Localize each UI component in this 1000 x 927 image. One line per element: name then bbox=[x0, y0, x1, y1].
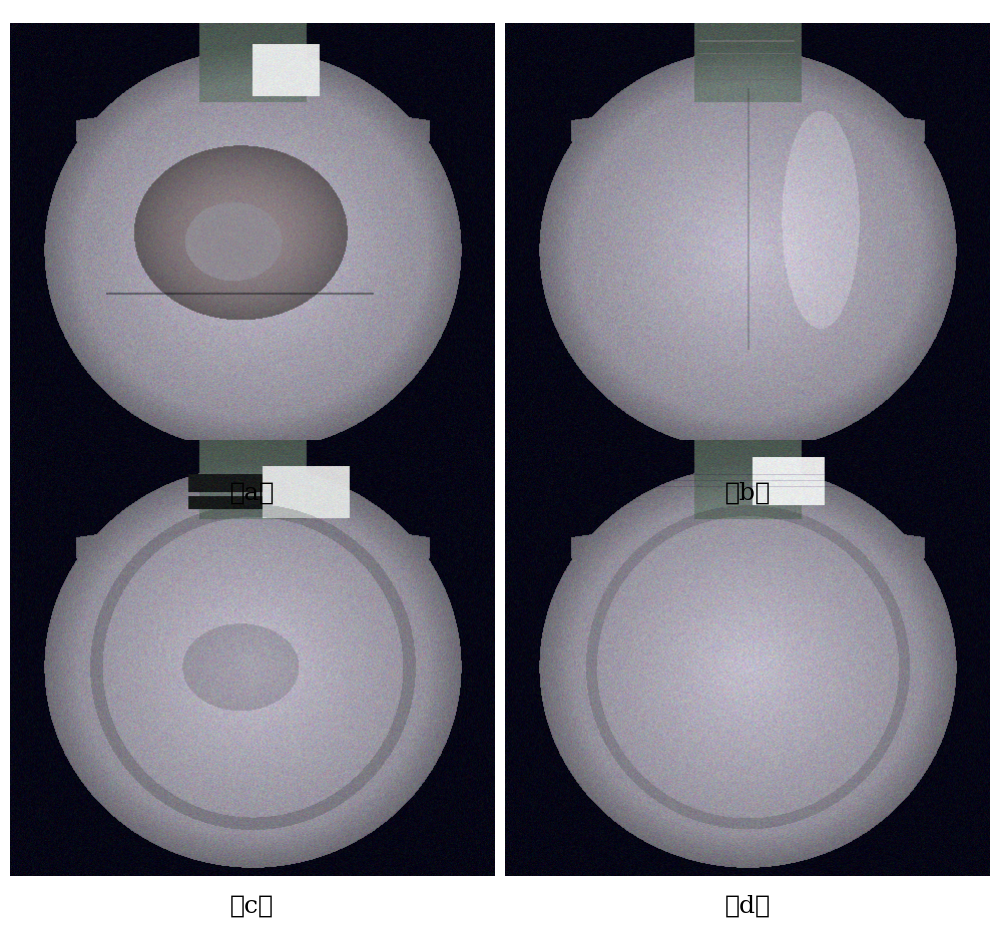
Text: （b）: （b） bbox=[725, 482, 771, 504]
Text: （a）: （a） bbox=[230, 482, 274, 504]
Text: （c）: （c） bbox=[230, 895, 274, 918]
Text: （d）: （d） bbox=[725, 895, 771, 918]
